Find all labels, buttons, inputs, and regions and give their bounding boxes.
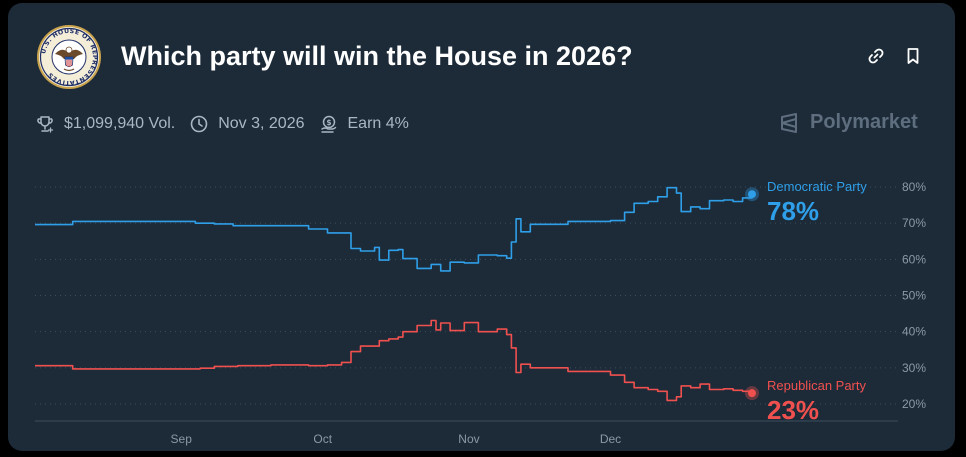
end-date-stat: Nov 3, 2026 (189, 114, 305, 134)
y-tick-label: 80% (902, 180, 926, 194)
market-card: U.S. HOUSE OF REPRESENTATIVES Which part… (8, 3, 955, 451)
clock-icon (190, 115, 208, 133)
brand-name: Polymarket (810, 111, 918, 133)
link-icon (868, 48, 884, 64)
price-chart[interactable]: 80% 70% 60% 50% 40% 30% 20% Sep Oct Nov Dec Democra… (8, 163, 955, 451)
republican-party-value: 23% (767, 395, 819, 425)
bookmark-button[interactable] (900, 43, 926, 69)
y-tick-label: 50% (902, 289, 926, 303)
earn-text: Earn 4% (347, 115, 409, 132)
democratic-party-value: 78% (767, 196, 819, 226)
y-tick-label: 20% (902, 397, 926, 411)
x-tick-label: Oct (313, 432, 332, 446)
earn-icon: $ (320, 115, 336, 133)
republican-party-label: Republican Party (767, 378, 866, 393)
y-tick-label: 30% (902, 361, 926, 375)
house-seal-icon: U.S. HOUSE OF REPRESENTATIVES (37, 25, 101, 89)
end-date-text: Nov 3, 2026 (218, 115, 305, 132)
x-tick-label: Dec (600, 432, 621, 446)
volume-stat: $1,099,940 Vol. (35, 114, 175, 134)
y-tick-label: 40% (902, 325, 926, 339)
market-meta: $1,099,940 Vol. Nov 3, 2026 $ Earn 4% (35, 113, 423, 135)
democratic-party-label: Democratic Party (767, 179, 867, 194)
market-title: Which party will win the House in 2026? (121, 41, 633, 71)
copy-link-button[interactable] (863, 43, 889, 69)
x-tick-label: Nov (458, 432, 479, 446)
x-tick-label: Sep (171, 432, 193, 446)
volume-text: $1,099,940 Vol. (64, 115, 176, 132)
republican-party-line[interactable] (35, 319, 753, 402)
y-tick-label: 70% (902, 216, 926, 230)
bookmark-icon (907, 48, 919, 64)
svg-text:$: $ (326, 118, 331, 127)
earn-stat[interactable]: $ Earn 4% (319, 114, 409, 134)
democratic-party-end-point[interactable] (748, 190, 756, 199)
polymarket-logo-icon (781, 112, 797, 133)
y-tick-label: 60% (902, 252, 926, 266)
trophy-icon (37, 116, 54, 133)
republican-party-end-point[interactable] (748, 389, 756, 398)
polymarket-brand: Polymarket (778, 111, 918, 134)
democratic-party-line[interactable] (35, 186, 753, 272)
